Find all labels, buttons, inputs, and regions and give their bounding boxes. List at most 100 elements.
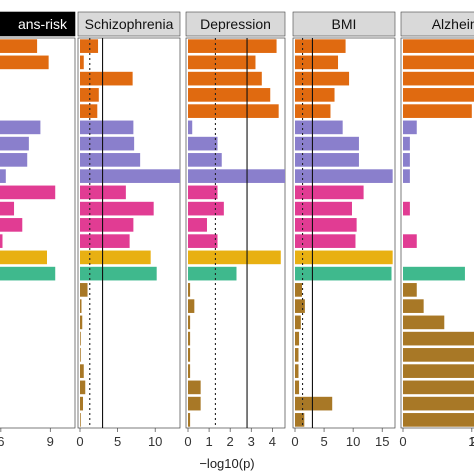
bar: [403, 364, 474, 378]
panel-strip-label: Alzheime: [432, 16, 474, 32]
bar: [403, 234, 417, 248]
bar: [403, 299, 424, 313]
bar: [403, 266, 465, 281]
bar: [295, 169, 393, 183]
bar: [403, 153, 410, 167]
x-tick-label: 9: [47, 434, 54, 449]
bar: [188, 234, 218, 248]
bar: [188, 39, 277, 53]
bar: [188, 55, 256, 70]
bar: [188, 120, 193, 135]
bar: [403, 413, 474, 427]
panel-strip: [0, 11, 76, 37]
panel-strip: [400, 11, 474, 37]
bar: [188, 88, 271, 102]
bar: [295, 283, 302, 297]
panel-frame: [77, 37, 181, 429]
bar: [403, 380, 474, 395]
bar: [403, 201, 410, 216]
bar: [0, 120, 41, 135]
bar: [403, 315, 445, 330]
bar: [188, 413, 191, 427]
panel-strip: [292, 11, 396, 37]
bar: [295, 299, 305, 313]
x-tick-label: 0: [184, 434, 191, 449]
bar: [80, 201, 154, 216]
bar: [80, 396, 84, 411]
bar: [188, 380, 201, 395]
bar: [0, 39, 38, 53]
bar: [80, 380, 86, 395]
bar: [80, 136, 135, 151]
bar: [295, 218, 357, 232]
bar: [295, 348, 299, 362]
bar: [0, 266, 56, 281]
bar: [403, 283, 417, 297]
bar: [295, 266, 392, 281]
bar: [0, 153, 28, 167]
bar: [0, 185, 56, 200]
bar: [403, 88, 474, 102]
bar: [403, 169, 410, 183]
bar: [80, 299, 82, 313]
bar: [188, 153, 222, 167]
bar: [188, 71, 262, 86]
panel-frame: [185, 37, 286, 429]
bar: [0, 201, 15, 216]
x-axis-title: −log10(p): [199, 456, 254, 471]
bar: [403, 55, 474, 70]
x-tick-label: 10: [148, 434, 162, 449]
panel-frame: [400, 37, 474, 429]
panel-strip: [77, 11, 181, 37]
bar: [188, 266, 237, 281]
bar: [0, 234, 3, 248]
panel-frame: [292, 37, 396, 429]
bar: [295, 315, 301, 330]
bar: [295, 234, 356, 248]
x-tick-label: 10: [346, 434, 360, 449]
bar: [188, 315, 191, 330]
bar: [403, 136, 410, 151]
bar: [80, 120, 134, 135]
panel-strip-label: ans-risk: [18, 16, 68, 32]
x-tick-label: 1: [205, 434, 212, 449]
panel-strip: [185, 11, 286, 37]
x-tick-label: 0: [399, 434, 406, 449]
bar: [188, 250, 281, 265]
x-tick-label: 1: [468, 434, 474, 449]
bar: [80, 413, 81, 427]
x-tick-label: 4: [269, 434, 276, 449]
bar: [0, 218, 23, 232]
bar: [0, 250, 47, 265]
bar: [80, 218, 134, 232]
bar: [80, 39, 99, 53]
panel-frame: [0, 37, 76, 429]
bar: [80, 283, 88, 297]
bar: [0, 55, 49, 70]
bar: [188, 104, 279, 118]
bar: [403, 396, 474, 411]
x-tick-label: 6: [0, 434, 4, 449]
x-tick-label: 15: [375, 434, 389, 449]
bar: [295, 250, 393, 265]
bar: [188, 331, 191, 346]
bar: [188, 299, 195, 313]
bar: [295, 364, 299, 378]
bar: [403, 348, 474, 362]
x-tick-label: 3: [248, 434, 255, 449]
x-tick-label: 0: [291, 434, 298, 449]
bar: [295, 331, 300, 346]
panel-2: Depression 0 1 2 3 4: [184, 11, 286, 449]
bar: [188, 169, 285, 183]
x-tick-label: 5: [320, 434, 327, 449]
bar: [80, 153, 141, 167]
bar: [403, 331, 474, 346]
bar: [295, 153, 359, 167]
x-tick-label: 2: [227, 434, 234, 449]
bar: [80, 250, 151, 265]
panel-0: ans-risk 6 9: [0, 11, 76, 449]
bar: [80, 348, 81, 362]
bar: [80, 169, 180, 183]
bar: [0, 136, 29, 151]
